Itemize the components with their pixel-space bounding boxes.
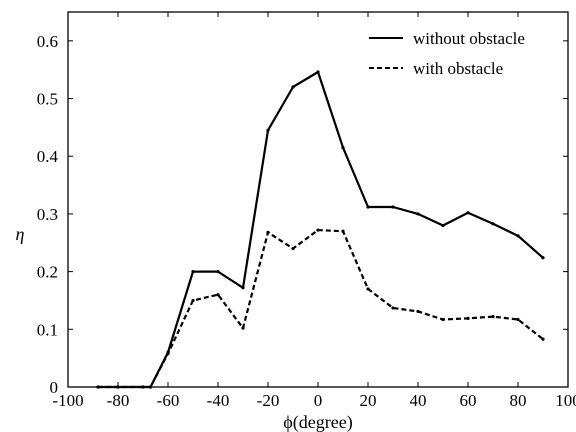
axis-ticks: [67, 12, 569, 388]
x-tick-label: 20: [360, 391, 377, 410]
x-tick-label: 80: [510, 391, 527, 410]
data-point: [341, 145, 345, 150]
data-point: [416, 309, 420, 314]
legend-label-2: with obstacle: [413, 59, 503, 78]
data-point: [441, 317, 445, 322]
data-point: [116, 385, 120, 389]
legend: without obstacle with obstacle: [369, 29, 525, 78]
data-point: [241, 326, 245, 330]
data-point: [191, 298, 195, 303]
data-point: [466, 211, 470, 215]
data-point: [216, 293, 220, 297]
x-axis-label: ϕ(degree): [283, 412, 352, 432]
y-tick-label: 0: [50, 378, 59, 397]
data-point: [366, 287, 370, 291]
y-axis-label: η: [16, 224, 25, 244]
data-point: [366, 205, 370, 209]
data-point: [341, 229, 345, 233]
data-point: [141, 385, 145, 389]
legend-label-1: without obstacle: [413, 29, 525, 48]
series-line-2: [98, 228, 544, 389]
x-tick-label: 40: [410, 391, 427, 410]
y-tick-label: 0.4: [37, 147, 59, 166]
x-tick-label: -80: [107, 391, 130, 410]
y-tick-label: 0.2: [37, 263, 58, 282]
tick-labels: -100 -80 -60 -40 -20 0 20 40 60 80 100 0 0.1 0.2 0.3 0.…: [37, 32, 576, 410]
data-point: [266, 230, 270, 234]
data-point: [466, 316, 470, 320]
data-point: [241, 286, 245, 290]
series-layer: [96, 70, 545, 389]
data-point: [191, 270, 195, 274]
y-tick-label: 0.6: [37, 32, 58, 51]
y-tick-label: 0.3: [37, 205, 58, 224]
data-point: [266, 128, 270, 132]
y-tick-label: 0.5: [37, 90, 58, 109]
x-tick-label: 60: [460, 391, 477, 410]
data-point: [391, 205, 395, 209]
data-point: [166, 351, 170, 356]
data-point: [96, 385, 100, 389]
x-tick-label: -60: [157, 391, 180, 410]
x-tick-label: 100: [555, 391, 576, 410]
data-point: [491, 315, 495, 319]
x-tick-label: -20: [257, 391, 280, 410]
data-point: [491, 222, 495, 226]
x-tick-label: 0: [314, 391, 323, 410]
x-tick-label: -40: [207, 391, 230, 410]
data-point: [441, 223, 445, 228]
data-point: [416, 212, 420, 216]
data-point: [316, 228, 320, 232]
data-point: [216, 270, 220, 274]
data-point: [516, 317, 520, 322]
data-point: [541, 337, 545, 341]
data-point: [291, 246, 295, 251]
data-point: [541, 256, 545, 260]
data-point: [148, 385, 153, 389]
data-point: [316, 70, 320, 74]
data-point: [391, 306, 395, 310]
x-tick-label: -100: [52, 391, 83, 410]
y-tick-label: 0.1: [37, 320, 58, 339]
data-point: [516, 234, 520, 238]
data-point: [291, 85, 295, 89]
